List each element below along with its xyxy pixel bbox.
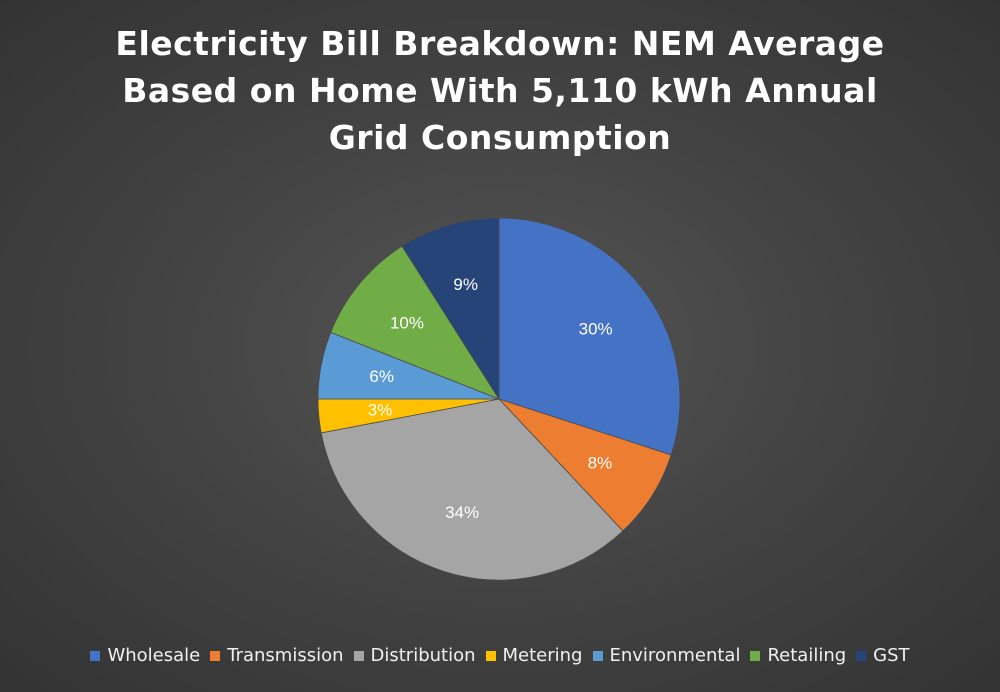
data-label-metering: 3%	[368, 401, 393, 420]
chart-title-line-2: Based on Home With 5,110 kWh Annual	[122, 71, 878, 110]
pie-data-labels: 30% 8% 34% 3% 6% 10% 9%	[368, 275, 613, 522]
chart-title: Electricity Bill Breakdown: NEM Average …	[0, 20, 1000, 161]
legend-swatch	[90, 650, 101, 661]
legend-label: GST	[873, 645, 910, 666]
legend-item-retailing: Retailing	[750, 645, 846, 666]
pie-slice-wholesale	[498, 217, 681, 456]
data-label-distribution: 34%	[445, 503, 479, 522]
legend-label: Metering	[502, 645, 583, 666]
legend-label: Distribution	[370, 645, 476, 666]
pie-slice-distribution	[320, 398, 624, 581]
legend-swatch	[592, 650, 603, 661]
pie-slice-transmission	[498, 398, 672, 532]
legend-label: Environmental	[609, 645, 741, 666]
data-label-transmission: 8%	[588, 454, 613, 473]
legend-swatch	[353, 650, 364, 661]
data-label-gst: 9%	[453, 275, 478, 294]
data-label-wholesale: 30%	[579, 319, 613, 338]
legend-item-environmental: Environmental	[592, 645, 741, 666]
data-label-retailing: 10%	[390, 313, 424, 332]
chart-legend: Wholesale Transmission Distribution Meterin…	[0, 645, 1000, 666]
legend-swatch	[856, 650, 867, 661]
legend-swatch	[485, 650, 496, 661]
legend-item-transmission: Transmission	[210, 645, 344, 666]
legend-item-distribution: Distribution	[353, 645, 476, 666]
pie-slice-retailing	[330, 245, 500, 400]
chart-title-line-1: Electricity Bill Breakdown: NEM Average	[115, 24, 885, 63]
pie-slice-gst	[401, 217, 500, 401]
data-label-environmental: 6%	[369, 367, 394, 386]
legend-label: Wholesale	[107, 645, 201, 666]
legend-item-metering: Metering	[485, 645, 583, 666]
pie-slices	[317, 217, 681, 581]
legend-item-gst: GST	[856, 645, 910, 666]
legend-item-wholesale: Wholesale	[90, 645, 200, 666]
legend-label: Retailing	[767, 645, 847, 666]
legend-label: Transmission	[227, 645, 344, 666]
chart-title-line-3: Grid Consumption	[328, 118, 672, 157]
legend-swatch	[750, 650, 761, 661]
legend-swatch	[210, 650, 221, 661]
